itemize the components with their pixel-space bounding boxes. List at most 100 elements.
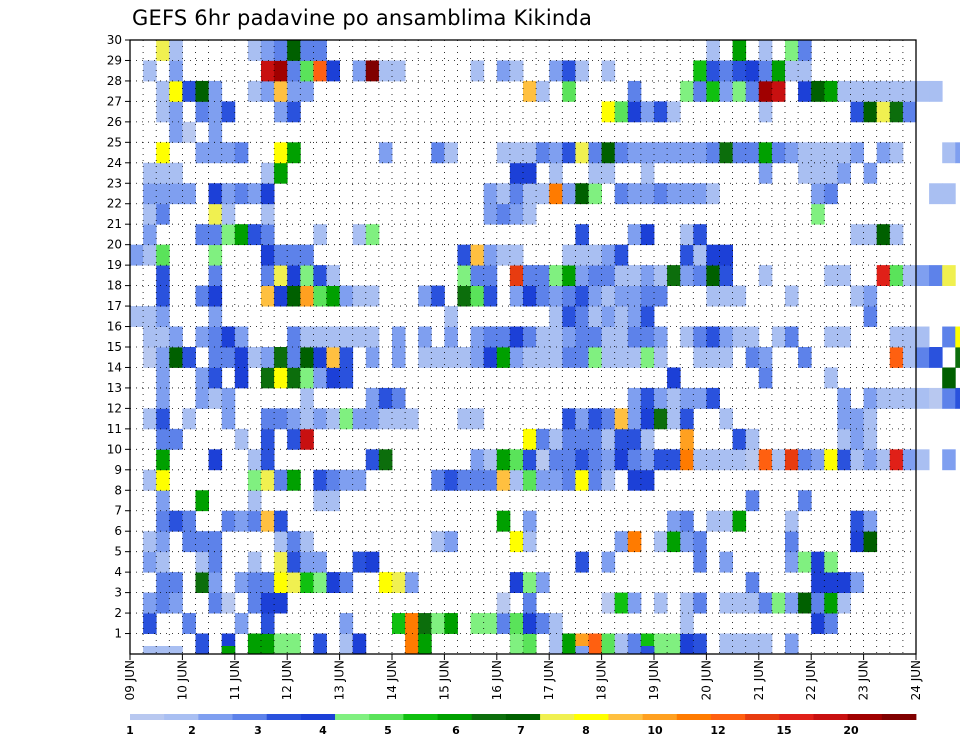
heatmap-cell <box>837 592 851 614</box>
heatmap-cell <box>562 80 576 102</box>
y-tick-label: 30 <box>107 33 122 47</box>
heatmap-cell <box>483 285 498 307</box>
heatmap-cell <box>339 326 354 348</box>
legend-swatch <box>881 714 917 720</box>
heatmap-cell <box>601 265 616 286</box>
heatmap-cell <box>287 40 301 61</box>
heatmap-cell <box>640 347 655 368</box>
heatmap-cell <box>261 633 275 655</box>
heatmap-cell <box>483 265 498 286</box>
heatmap-cell <box>916 449 930 471</box>
heatmap-cell <box>745 633 760 655</box>
heatmap-cell <box>785 531 799 553</box>
heatmap-cell <box>732 326 747 348</box>
heatmap-cell <box>916 265 930 286</box>
legend-label: 2 <box>188 724 196 737</box>
heatmap-cell <box>470 449 485 471</box>
y-axis: 1234567891011121314151617181920212223242… <box>107 33 130 641</box>
heatmap-cell <box>339 367 354 389</box>
heatmap-cell <box>274 347 288 368</box>
heatmap-cell <box>274 60 288 82</box>
heatmap-cell <box>588 265 602 286</box>
heatmap-cell <box>143 646 157 654</box>
heatmap-cell <box>365 60 380 82</box>
heatmap-cell <box>509 265 524 286</box>
heatmap-cell <box>811 613 825 634</box>
heatmap-cell <box>614 142 629 164</box>
heatmap-cell <box>300 551 314 573</box>
heatmap-cell <box>523 183 537 205</box>
heatmap-cell <box>902 80 917 102</box>
legend-swatch <box>232 714 268 720</box>
heatmap-cell <box>640 428 655 450</box>
heatmap-cell <box>378 449 393 471</box>
heatmap-cell <box>470 408 485 430</box>
heatmap-cell <box>850 572 864 593</box>
heatmap-cell <box>300 531 314 553</box>
heatmap-cell <box>549 285 563 307</box>
heatmap-cell <box>719 510 733 532</box>
heatmap-cell <box>837 387 851 409</box>
heatmap-cell <box>627 101 642 123</box>
heatmap-cell <box>470 285 485 307</box>
heatmap-cell <box>247 469 262 491</box>
heatmap-cell <box>208 183 223 205</box>
heatmap-cell <box>863 449 878 471</box>
heatmap-cell <box>536 183 550 205</box>
heatmap-cell <box>667 101 681 123</box>
heatmap-cell <box>274 80 288 102</box>
heatmap-cell <box>693 244 707 266</box>
heatmap-cell <box>300 572 314 593</box>
heatmap-cell <box>575 60 589 82</box>
heatmap-cell <box>824 183 838 205</box>
heatmap-cell <box>837 80 851 102</box>
heatmap-cell <box>811 80 825 102</box>
heatmap-cell <box>143 531 157 553</box>
heatmap-cell <box>706 285 720 307</box>
heatmap-cell <box>195 551 209 573</box>
heatmap-cell <box>509 531 524 553</box>
heatmap-cell <box>588 162 602 184</box>
heatmap-cell <box>811 183 825 205</box>
heatmap-cell <box>601 60 616 82</box>
heatmap-cell <box>640 142 655 164</box>
heatmap-cell <box>470 469 485 491</box>
heatmap-cell <box>667 510 681 532</box>
heatmap-cell <box>156 449 170 471</box>
y-tick-label: 23 <box>107 176 122 190</box>
heatmap-cell <box>444 326 458 348</box>
heatmap-cell <box>339 469 354 491</box>
heatmap-cell <box>942 449 956 471</box>
legend-swatch <box>437 714 473 720</box>
heatmap-cell <box>156 510 170 532</box>
heatmap-cell <box>929 347 943 368</box>
heatmap-cell <box>523 347 537 368</box>
y-tick-label: 27 <box>107 94 122 108</box>
heatmap-cell <box>680 183 694 205</box>
heatmap-cell <box>614 347 629 368</box>
heatmap-cell <box>509 326 524 348</box>
heatmap-cell <box>575 408 589 430</box>
heatmap-cell <box>627 592 642 614</box>
heatmap-cell <box>876 449 891 471</box>
heatmap-cell <box>169 646 183 654</box>
heatmap-cell <box>523 203 537 225</box>
heatmap-cell <box>562 408 576 430</box>
heatmap-cell <box>536 347 550 368</box>
legend-label: 3 <box>254 724 262 737</box>
x-tick-label: 18 JUN <box>595 660 609 700</box>
heatmap-cell <box>863 224 878 246</box>
heatmap-cell <box>234 326 249 348</box>
heatmap-cell <box>916 387 930 409</box>
heatmap-cell <box>654 531 668 553</box>
heatmap-cell <box>627 428 642 450</box>
y-tick-label: 9 <box>114 463 122 477</box>
legend-label: 7 <box>517 724 525 737</box>
heatmap-cell <box>758 592 773 614</box>
heatmap-cell <box>444 347 458 368</box>
heatmap-cell <box>496 60 511 82</box>
heatmap-cell <box>156 428 170 450</box>
legend-swatch <box>403 714 438 720</box>
heatmap-cell <box>274 510 288 532</box>
heatmap-cell <box>640 646 655 654</box>
